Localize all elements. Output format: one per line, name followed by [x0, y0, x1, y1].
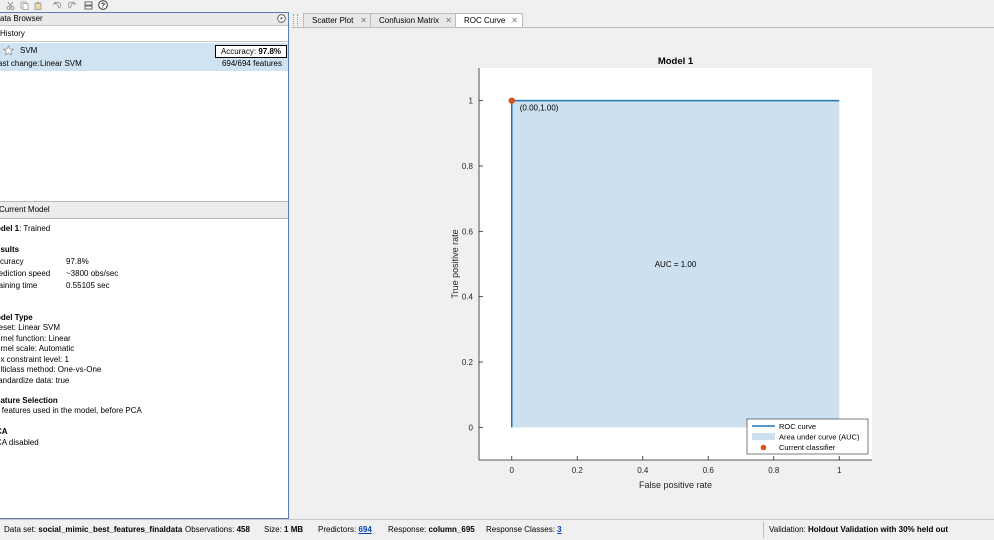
star-icon[interactable] [3, 45, 14, 56]
tab-grip[interactable] [293, 14, 298, 26]
legend-classifier-label: Current classifier [779, 443, 836, 452]
svg-text:?: ? [101, 3, 105, 10]
response-classes-link[interactable]: 3 [557, 525, 562, 534]
legend-auc-label: Area under curve (AUC) [779, 433, 860, 442]
predictors-link[interactable]: 694 [358, 525, 372, 534]
auc-area [511, 100, 840, 428]
chart-title: Model 1 [658, 56, 694, 67]
quick-access-toolbar: ? [0, 0, 300, 12]
legend-classifier-swatch [760, 444, 767, 451]
legend-roc-label: ROC curve [779, 422, 816, 431]
roc-chart: 0 0.2 0.4 0.6 0.8 1 0 0.2 0.4 0.6 0.8 1 Model 1 False… [450, 56, 872, 490]
current-model-header: Current Model [0, 201, 288, 219]
model-type-heading: odel Type [0, 313, 33, 322]
close-icon[interactable]: ✕ [360, 16, 367, 25]
chevron-down-icon[interactable] [277, 14, 286, 23]
model-type-line: reset: Linear SVM [0, 323, 61, 332]
tab-confusion-matrix[interactable]: Confusion Matrix ✕ [370, 13, 457, 27]
y-tick-label: 1 [469, 97, 474, 106]
data-browser-header: ata Browser [0, 13, 288, 26]
paste-icon[interactable] [34, 1, 43, 10]
x-tick-label: 0.4 [637, 466, 649, 475]
feature-selection-text: ll features used in the model, before PC… [0, 406, 142, 415]
status-predictors: Predictors: 694 [318, 525, 372, 534]
status-bar: Data set: social_mimic_best_features_fin… [0, 519, 994, 540]
accuracy-badge: Accuracy: 97.8% [215, 45, 287, 58]
x-tick-label: 0.6 [703, 466, 715, 475]
y-tick-label: 0.8 [462, 162, 474, 171]
copy-icon[interactable] [20, 1, 29, 10]
legend-auc-swatch [752, 433, 775, 440]
result-value: 97.8% [66, 257, 89, 266]
y-tick-label: 0.2 [462, 358, 474, 367]
model-type-line: ox constraint level: 1 [0, 355, 69, 364]
result-value: 0.55105 sec [66, 281, 110, 290]
last-change-label: ast change: [0, 59, 40, 68]
tab-roc-curve[interactable]: ROC Curve ✕ [455, 13, 523, 28]
model-name: odel 1 [0, 224, 20, 233]
status-divider [763, 522, 764, 538]
current-model-title: Current Model [0, 205, 50, 214]
tab-label: ROC Curve [464, 16, 506, 25]
status-observations: Observations: 458 [185, 525, 250, 534]
history-item-name: SVM [20, 46, 38, 55]
feature-selection-heading: eature Selection [0, 396, 58, 405]
tab-label: Confusion Matrix [379, 16, 440, 25]
model-type-line: tandardize data: true [0, 376, 70, 385]
close-icon[interactable]: ✕ [445, 16, 452, 25]
x-tick-label: 1 [837, 466, 842, 475]
history-header: History [0, 28, 288, 42]
last-change-value: Linear SVM [40, 59, 82, 68]
result-label: ccuracy [0, 257, 24, 266]
model-status: odel 1: Trained [0, 224, 50, 233]
help-icon[interactable]: ? [98, 0, 108, 10]
x-tick-label: 0 [510, 466, 515, 475]
switch-windows-icon[interactable] [84, 1, 93, 10]
data-browser-title: ata Browser [0, 14, 43, 23]
model-type-line: ulticlass method: One-vs-One [0, 365, 102, 374]
accuracy-value: 97.8% [258, 47, 282, 56]
pca-heading: CA [0, 427, 8, 436]
model-type-line: ernel function: Linear [0, 334, 71, 343]
x-tick-label: 0.8 [768, 466, 780, 475]
pca-text: CA disabled [0, 438, 39, 447]
model-state: : Trained [19, 224, 51, 233]
x-tick-label: 0.2 [572, 466, 584, 475]
redo-icon[interactable] [68, 1, 77, 10]
point-annotation: (0.00,1.00) [520, 104, 559, 113]
feature-count: 694/694 features [221, 59, 282, 68]
current-classifier-point [508, 97, 515, 104]
result-label: rediction speed [0, 269, 51, 278]
auc-annotation: AUC = 1.00 [655, 260, 697, 269]
undo-icon[interactable] [52, 1, 61, 10]
y-axis-label: True positive rate [450, 229, 460, 298]
status-dataset: Data set: social_mimic_best_features_fin… [4, 525, 183, 534]
history-title: History [0, 29, 25, 38]
accuracy-label: Accuracy: [220, 47, 257, 56]
tab-bar: Scatter Plot ✕ Confusion Matrix ✕ ROC Curv… [292, 12, 994, 28]
tab-scatter-plot[interactable]: Scatter Plot ✕ [303, 13, 372, 27]
y-tick-label: 0.6 [462, 227, 474, 236]
y-tick-label: 0.4 [462, 293, 474, 302]
plot-area: 0 0.2 0.4 0.6 0.8 1 0 0.2 0.4 0.6 0.8 1 Model 1 False… [292, 27, 994, 518]
status-validation: Validation: Holdout Validation with 30% … [769, 525, 948, 534]
result-value: ~3800 obs/sec [66, 269, 119, 278]
status-response-classes: Response Classes: 3 [486, 525, 562, 534]
close-icon[interactable]: ✕ [511, 16, 518, 25]
results-heading: esults [0, 245, 20, 254]
tab-label: Scatter Plot [312, 16, 354, 25]
data-browser-panel: ata Browser History SVM Accuracy: 97.8% … [0, 12, 289, 519]
status-size: Size: 1 MB [264, 525, 304, 534]
model-type-line: ernel scale: Automatic [0, 344, 75, 353]
result-label: raining time [0, 281, 38, 290]
y-tick-label: 0 [469, 423, 474, 432]
status-response: Response: column_695 [388, 525, 475, 534]
history-item-svm[interactable]: SVM Accuracy: 97.8% ast change: Linear S… [0, 43, 288, 71]
x-axis-label: False positive rate [639, 480, 712, 490]
cut-icon[interactable] [6, 1, 15, 10]
